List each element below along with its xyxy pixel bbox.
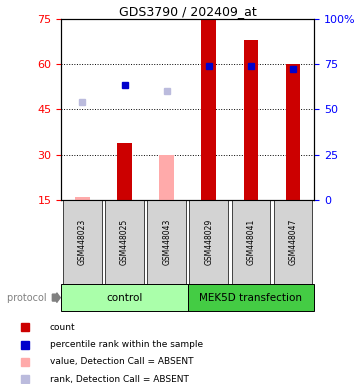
Text: GSM448047: GSM448047 xyxy=(288,219,297,265)
Text: protocol: protocol xyxy=(7,293,50,303)
Text: rank, Detection Call = ABSENT: rank, Detection Call = ABSENT xyxy=(50,375,188,384)
Bar xyxy=(75,197,90,200)
Text: GSM448041: GSM448041 xyxy=(247,219,255,265)
Bar xyxy=(201,19,216,200)
Text: GSM448043: GSM448043 xyxy=(162,219,171,265)
Bar xyxy=(147,200,186,284)
Text: count: count xyxy=(50,323,75,332)
Bar xyxy=(117,142,132,200)
Text: MEK5D transfection: MEK5D transfection xyxy=(199,293,303,303)
Text: GSM448023: GSM448023 xyxy=(78,219,87,265)
Bar xyxy=(63,200,102,284)
Bar xyxy=(244,40,258,200)
Bar xyxy=(231,200,270,284)
Bar xyxy=(286,65,300,200)
Bar xyxy=(188,284,314,311)
Text: percentile rank within the sample: percentile rank within the sample xyxy=(50,340,203,349)
Bar xyxy=(61,284,188,311)
Bar xyxy=(159,155,174,200)
Text: control: control xyxy=(106,293,143,303)
Bar xyxy=(105,200,144,284)
Bar xyxy=(190,200,228,284)
Text: GSM448029: GSM448029 xyxy=(204,219,213,265)
Title: GDS3790 / 202409_at: GDS3790 / 202409_at xyxy=(119,5,257,18)
Bar xyxy=(274,200,312,284)
Text: GSM448025: GSM448025 xyxy=(120,219,129,265)
Text: value, Detection Call = ABSENT: value, Detection Call = ABSENT xyxy=(50,358,193,366)
